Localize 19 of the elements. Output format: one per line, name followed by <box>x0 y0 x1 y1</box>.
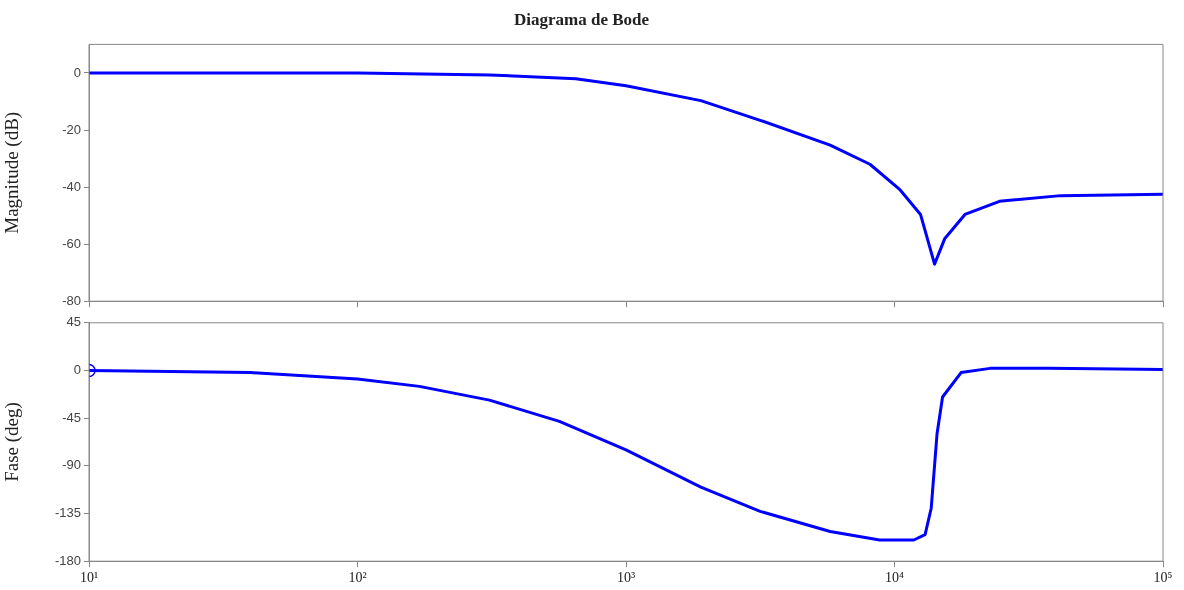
y-tick-label: -60 <box>62 235 81 251</box>
x-tick-label: 10⁵ <box>1153 570 1173 586</box>
y-tick-label: -135 <box>54 505 81 521</box>
y-tick-label: -90 <box>62 457 81 473</box>
x-tick-label: 10⁴ <box>885 570 905 586</box>
y-tick-label: 0 <box>73 64 81 80</box>
y-tick-label: -180 <box>54 552 81 568</box>
y-tick-label: -45 <box>62 409 81 425</box>
x-tick-label: 10³ <box>616 570 636 586</box>
y-tick-label: 0 <box>73 362 81 378</box>
y-tick-label: -80 <box>62 292 81 308</box>
x-tick-label: 10¹ <box>79 570 99 586</box>
y-tick-label: 45 <box>66 314 81 330</box>
y-tick-label: -40 <box>62 178 81 194</box>
y-axis-title: Fase (deg) <box>1 402 24 482</box>
x-tick-label: 10² <box>348 570 367 586</box>
y-axis-title: Magnitude (dB) <box>1 111 24 234</box>
y-tick-label: -20 <box>62 121 81 137</box>
chart-title: Diagrama de Bode <box>513 9 650 29</box>
